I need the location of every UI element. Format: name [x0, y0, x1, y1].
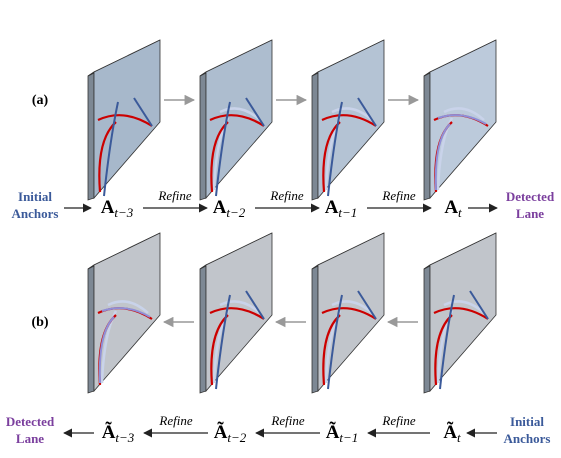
panel-side [200, 265, 206, 393]
state-label: At−1 [325, 197, 358, 220]
panel [312, 233, 384, 393]
panel [200, 233, 272, 393]
panel-side [88, 265, 94, 393]
panel [200, 40, 272, 200]
state-sub: t−3 [115, 430, 134, 445]
step-label: Refine [158, 413, 192, 428]
state-base: A [325, 197, 339, 218]
panel-side [424, 72, 430, 200]
panel-face [94, 40, 160, 198]
state-base: A [444, 197, 458, 218]
state-sub: t−2 [226, 205, 245, 220]
state-base: Ã [214, 421, 228, 443]
state-sub: t−1 [339, 430, 358, 445]
step-label: Refine [269, 188, 303, 203]
state-label: Ãt−2 [214, 421, 247, 445]
panel-side [200, 72, 206, 200]
endpoint-label: Detected [6, 414, 55, 429]
panel-side [312, 72, 318, 200]
state-sub: t [458, 205, 462, 220]
endpoint-label: Lane [16, 431, 44, 446]
panel [88, 233, 160, 393]
panel-side [312, 265, 318, 393]
endpoint-label: Lane [516, 206, 544, 221]
state-base: Ã [326, 421, 340, 443]
state-sub: t [457, 430, 461, 445]
state-base: A [213, 197, 227, 218]
state-sub: t−2 [227, 430, 246, 445]
state-sub: t−1 [338, 205, 357, 220]
row-label: (b) [31, 315, 48, 330]
panel [424, 233, 496, 393]
state-sub: t−3 [114, 205, 133, 220]
state-label: At−3 [101, 197, 134, 220]
state-base: A [101, 197, 115, 218]
state-base: Ã [443, 421, 457, 443]
figure: (a)InitialAnchorsDetectedLaneAt−3At−2At−… [0, 0, 561, 458]
step-label: Refine [270, 413, 304, 428]
panel [312, 40, 384, 200]
state-label: Ãt−3 [102, 421, 135, 445]
endpoint-label: Anchors [12, 206, 59, 221]
row-label: (a) [32, 93, 49, 108]
state-label: Ãt [443, 421, 461, 445]
step-label: Refine [157, 188, 191, 203]
endpoint-label: Detected [506, 189, 555, 204]
endpoint-label: Initial [510, 414, 544, 429]
step-label: Refine [381, 413, 415, 428]
state-base: Ã [102, 421, 116, 443]
state-label: Ãt−1 [326, 421, 359, 445]
endpoint-label: Initial [18, 189, 52, 204]
panel [424, 40, 496, 200]
panel-side [424, 265, 430, 393]
state-label: At−2 [213, 197, 246, 220]
endpoint-label: Anchors [504, 431, 551, 446]
panel-side [88, 72, 94, 200]
state-label: At [444, 197, 462, 220]
panel [88, 40, 160, 200]
step-label: Refine [381, 188, 415, 203]
